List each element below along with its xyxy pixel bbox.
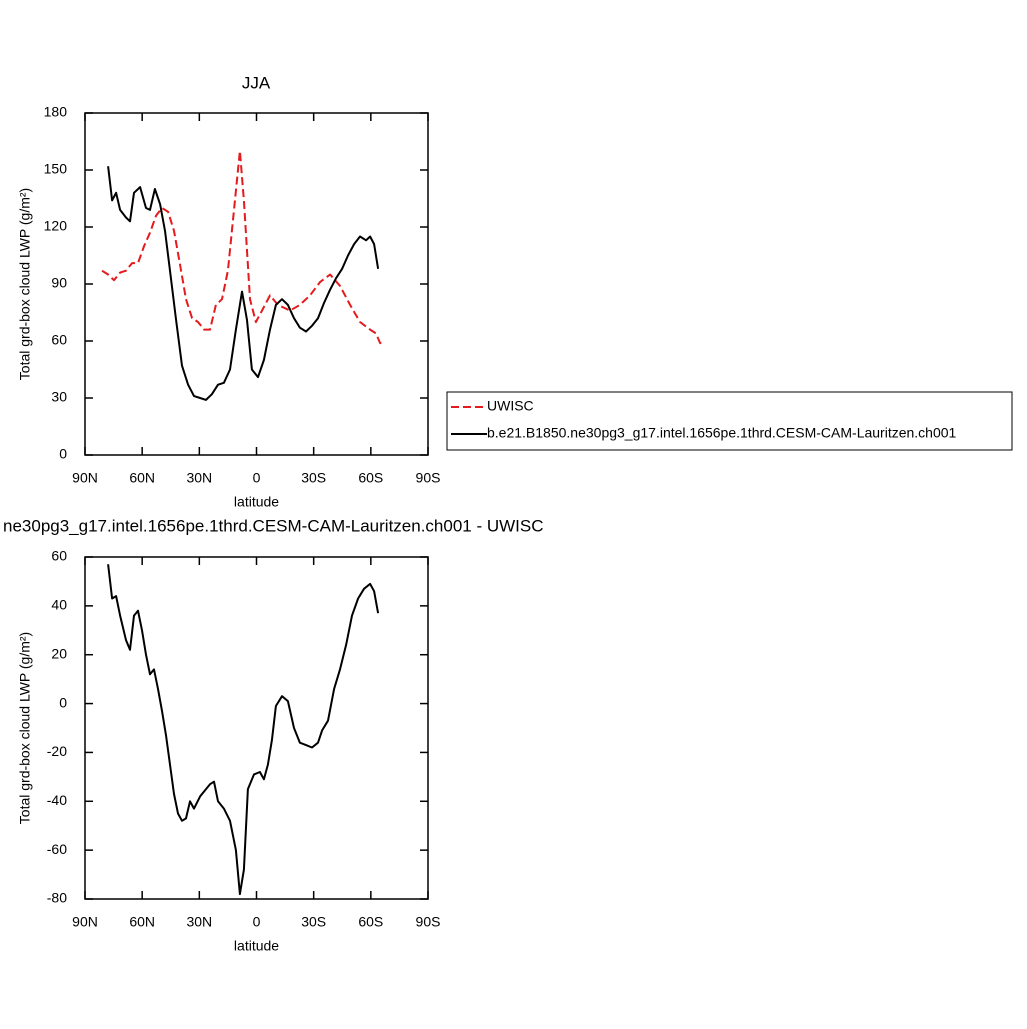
x-tick-label: 90S: [416, 914, 441, 930]
legend-box: [446, 391, 1013, 451]
data-line: [101, 150, 385, 346]
x-tick-label: 60S: [358, 470, 383, 486]
plot-frame: [84, 112, 429, 456]
y-tick-label: 0: [59, 446, 67, 462]
data-line: [107, 564, 380, 896]
x-tick-label: 0: [253, 914, 261, 930]
y-tick-label: 20: [51, 645, 67, 661]
y-axis-label: Total grd-box cloud LWP (g/m²): [17, 188, 33, 380]
y-tick-label: -60: [47, 841, 67, 857]
x-tick-label: 30S: [301, 470, 326, 486]
x-tick-label: 90N: [72, 914, 98, 930]
y-tick-label: -20: [47, 743, 67, 759]
y-tick-label: -80: [47, 890, 67, 906]
y-tick-label: 40: [51, 597, 67, 613]
y-tick-label: 60: [51, 548, 67, 564]
y-tick-label: 180: [44, 104, 68, 120]
x-tick-label: 90N: [72, 470, 98, 486]
y-tick-label: 150: [44, 161, 68, 177]
legend-label: b.e21.B1850.ne30pg3_g17.intel.1656pe.1th…: [487, 425, 957, 441]
x-axis-label: latitude: [234, 494, 279, 510]
legend-label: UWISC: [487, 398, 534, 414]
y-tick-label: 120: [44, 218, 68, 234]
x-tick-label: 30S: [301, 914, 326, 930]
x-axis-label: latitude: [234, 938, 279, 954]
y-tick-label: 0: [59, 694, 67, 710]
y-tick-label: 60: [51, 332, 67, 348]
data-line: [107, 166, 380, 401]
x-tick-label: 60N: [129, 914, 155, 930]
x-tick-label: 0: [253, 470, 261, 486]
y-tick-label: 30: [51, 389, 67, 405]
x-tick-label: 60N: [129, 470, 155, 486]
x-tick-label: 60S: [358, 914, 383, 930]
chart-title: ne30pg3_g17.intel.1656pe.1thrd.CESM-CAM-…: [3, 516, 544, 535]
y-axis-label: Total grd-box cloud LWP (g/m²): [17, 632, 33, 824]
y-tick-label: 90: [51, 275, 67, 291]
y-tick-label: -40: [47, 792, 67, 808]
x-tick-label: 30N: [186, 470, 212, 486]
chart-title: JJA: [242, 73, 271, 92]
x-tick-label: 90S: [416, 470, 441, 486]
x-tick-label: 30N: [186, 914, 212, 930]
